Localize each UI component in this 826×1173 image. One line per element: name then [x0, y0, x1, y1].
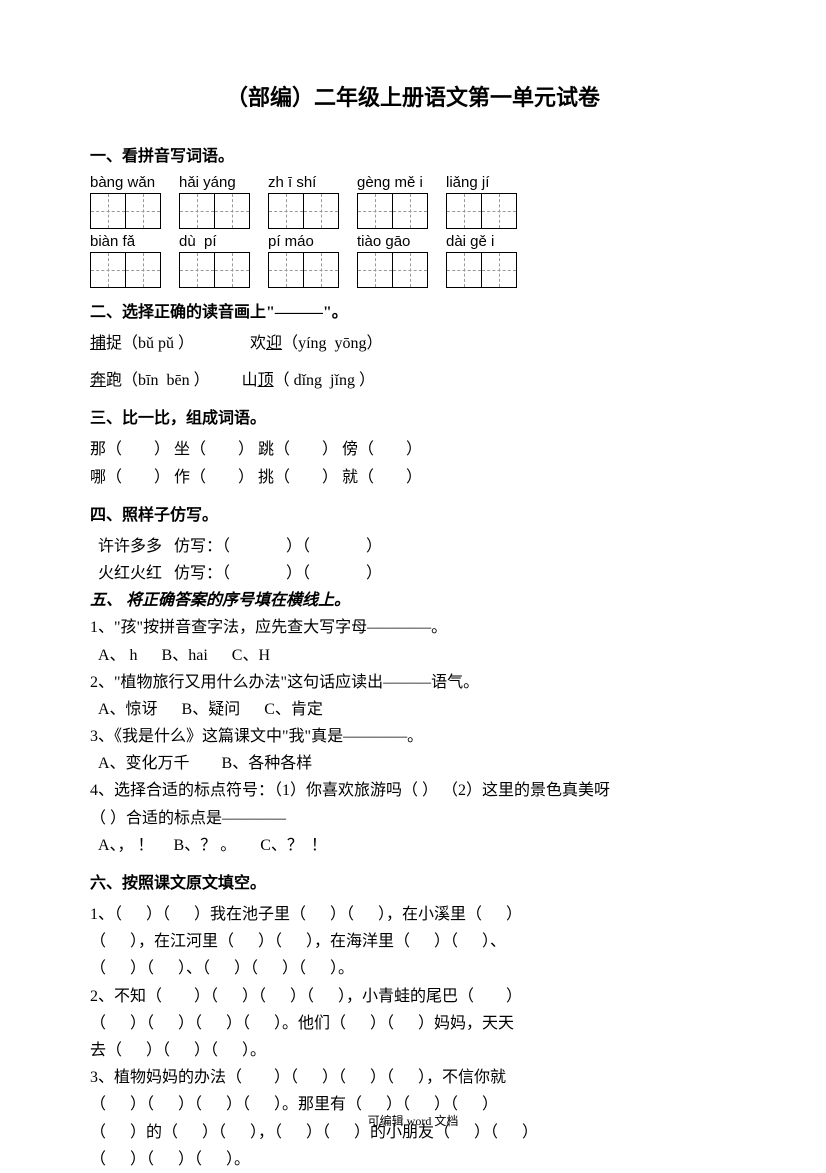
section1-head: 一、看拼音写词语。 [90, 142, 736, 166]
char-boxes [179, 193, 250, 229]
char-box[interactable] [90, 252, 126, 288]
page-title: （部编）二年级上册语文第一单元试卷 [90, 80, 736, 112]
pinyin-group: biàn fǎ [90, 233, 161, 288]
s5-q2: 2、"植物旅行又用什么办法"这句话应读出———语气。 [90, 669, 736, 696]
char-box[interactable] [392, 252, 428, 288]
pinyin-text: biàn fǎ [90, 233, 161, 250]
pinyin-group: liǎng jí [446, 174, 517, 229]
char-box[interactable] [392, 193, 428, 229]
text: 欢 [250, 335, 266, 352]
char-box[interactable] [179, 252, 215, 288]
pinyin-text: tiào gāo [357, 233, 428, 250]
footer-text: 可编辑 word 文档 [0, 1112, 826, 1129]
char-boxes [268, 252, 339, 288]
pinyin-row-1: bàng wǎn hǎi yáng zh ī shí gèng mě i liǎng j… [90, 174, 736, 229]
s5-a2: A、惊讶 B、疑问 C、肯定 [90, 696, 736, 723]
s5-a1: A、 h B、hai C、H [90, 642, 736, 669]
s6-l2: （ ），在江河里（ ）（ ），在海洋里（ ）（ ）、 [90, 928, 736, 955]
s6-l4: 2、不知（ ）（ ）（ ）（ ），小青蛙的尾巴（ ） [90, 983, 736, 1010]
s3-line1: 那（ ） 坐（ ） 跳（ ） 傍（ ） [90, 436, 736, 463]
char-boxes [446, 252, 517, 288]
pinyin-text: hǎi yáng [179, 174, 250, 191]
char-boxes [357, 193, 428, 229]
text: （yíng yōng） [282, 335, 382, 352]
char-box[interactable] [179, 193, 215, 229]
char-box[interactable] [446, 252, 482, 288]
pinyin-text: pí máo [268, 233, 339, 250]
section5-head: 五、 将正确答案的序号填在横线上。 [90, 587, 736, 614]
char-box[interactable] [357, 252, 393, 288]
char-box[interactable] [214, 193, 250, 229]
pinyin-group: zh ī shí [268, 174, 339, 229]
char-box[interactable] [481, 193, 517, 229]
char-box[interactable] [303, 193, 339, 229]
s5-q4b: （ ）合适的标点是———— [90, 805, 736, 832]
pinyin-text: liǎng jí [446, 174, 517, 191]
s2-line2: 奔跑（bīn bēn ） 山顶（ dǐng jǐng ） [90, 367, 736, 394]
pinyin-group: bàng wǎn [90, 174, 161, 229]
section2-head: 二、选择正确的读音画上"———"。 [90, 298, 736, 322]
section3-head: 三、比一比，组成词语。 [90, 404, 736, 428]
s6-l1: 1、（ ）（ ）我在池子里（ ）（ ），在小溪里（ ） [90, 901, 736, 928]
s3-line2: 哪（ ） 作（ ） 挑（ ） 就（ ） [90, 464, 736, 491]
char-box[interactable] [90, 193, 126, 229]
s5-q3: 3、《我是什么》这篇课文中"我"真是————。 [90, 723, 736, 750]
char-box[interactable] [125, 193, 161, 229]
char-box[interactable] [268, 193, 304, 229]
char-box[interactable] [125, 252, 161, 288]
s5-q1: 1、"孩"按拼音查字法，应先查大写字母————。 [90, 614, 736, 641]
s6-l7: 3、植物妈妈的办法（ ）（ ）（ ）（ ），不信你就 [90, 1064, 736, 1091]
char-box[interactable] [357, 193, 393, 229]
char-box[interactable] [214, 252, 250, 288]
section6-head: 六、按照课文原文填空。 [90, 869, 736, 893]
s2-line1: 捕捉（bǔ pǔ ） 欢迎（yíng yōng） [90, 330, 736, 357]
text: （ dǐng jǐng ） [274, 372, 375, 389]
char-boxes [446, 193, 517, 229]
char-boxes [357, 252, 428, 288]
char-boxes [268, 193, 339, 229]
char-box[interactable] [268, 252, 304, 288]
text: 山 [242, 372, 258, 389]
pinyin-text: dài gě i [446, 233, 517, 250]
s6-l5: （ ）（ ）（ ）（ ）。他们（ ）（ ）妈妈，天天 [90, 1010, 736, 1037]
pinyin-text: bàng wǎn [90, 174, 161, 191]
char-box[interactable] [481, 252, 517, 288]
s5-a4: A、， ！ B、？ 。 C、？ ！ [90, 832, 736, 859]
pinyin-group: dài gě i [446, 233, 517, 288]
pinyin-group: gèng mě i [357, 174, 428, 229]
s6-l6: 去（ ）（ ）（ ）。 [90, 1037, 736, 1064]
text: 跑（bīn bēn ） [106, 372, 210, 389]
pinyin-group: hǎi yáng [179, 174, 250, 229]
pinyin-group: dù pí [179, 233, 250, 288]
underline-char: 捕 [90, 335, 106, 352]
text: 捉（bǔ pǔ ） [106, 335, 194, 352]
s4-line2: 火红火红 仿写：（ ）（ ） [90, 560, 736, 587]
underline-char: 顶 [258, 372, 274, 389]
pinyin-group: pí máo [268, 233, 339, 288]
s4-line1: 许许多多 仿写：（ ）（ ） [90, 533, 736, 560]
pinyin-row-2: biàn fǎ dù pí pí máo tiào gāo dài gě i [90, 233, 736, 288]
s5-q4a: 4、选择合适的标点符号：（1）你喜欢旅游吗（ ） （2）这里的景色真美呀 [90, 777, 736, 804]
pinyin-group: tiào gāo [357, 233, 428, 288]
char-box[interactable] [446, 193, 482, 229]
s5-a3: A、变化万千 B、各种各样 [90, 750, 736, 777]
s6-l3: （ ）（ ）、（ ）（ ）（ ）。 [90, 955, 736, 982]
char-boxes [179, 252, 250, 288]
char-boxes [90, 193, 161, 229]
underline-char: 奔 [90, 372, 106, 389]
pinyin-text: gèng mě i [357, 174, 428, 191]
char-boxes [90, 252, 161, 288]
underline-char: 迎 [266, 335, 282, 352]
char-box[interactable] [303, 252, 339, 288]
section4-head: 四、照样子仿写。 [90, 501, 736, 525]
pinyin-text: zh ī shí [268, 174, 339, 191]
pinyin-text: dù pí [179, 233, 250, 250]
